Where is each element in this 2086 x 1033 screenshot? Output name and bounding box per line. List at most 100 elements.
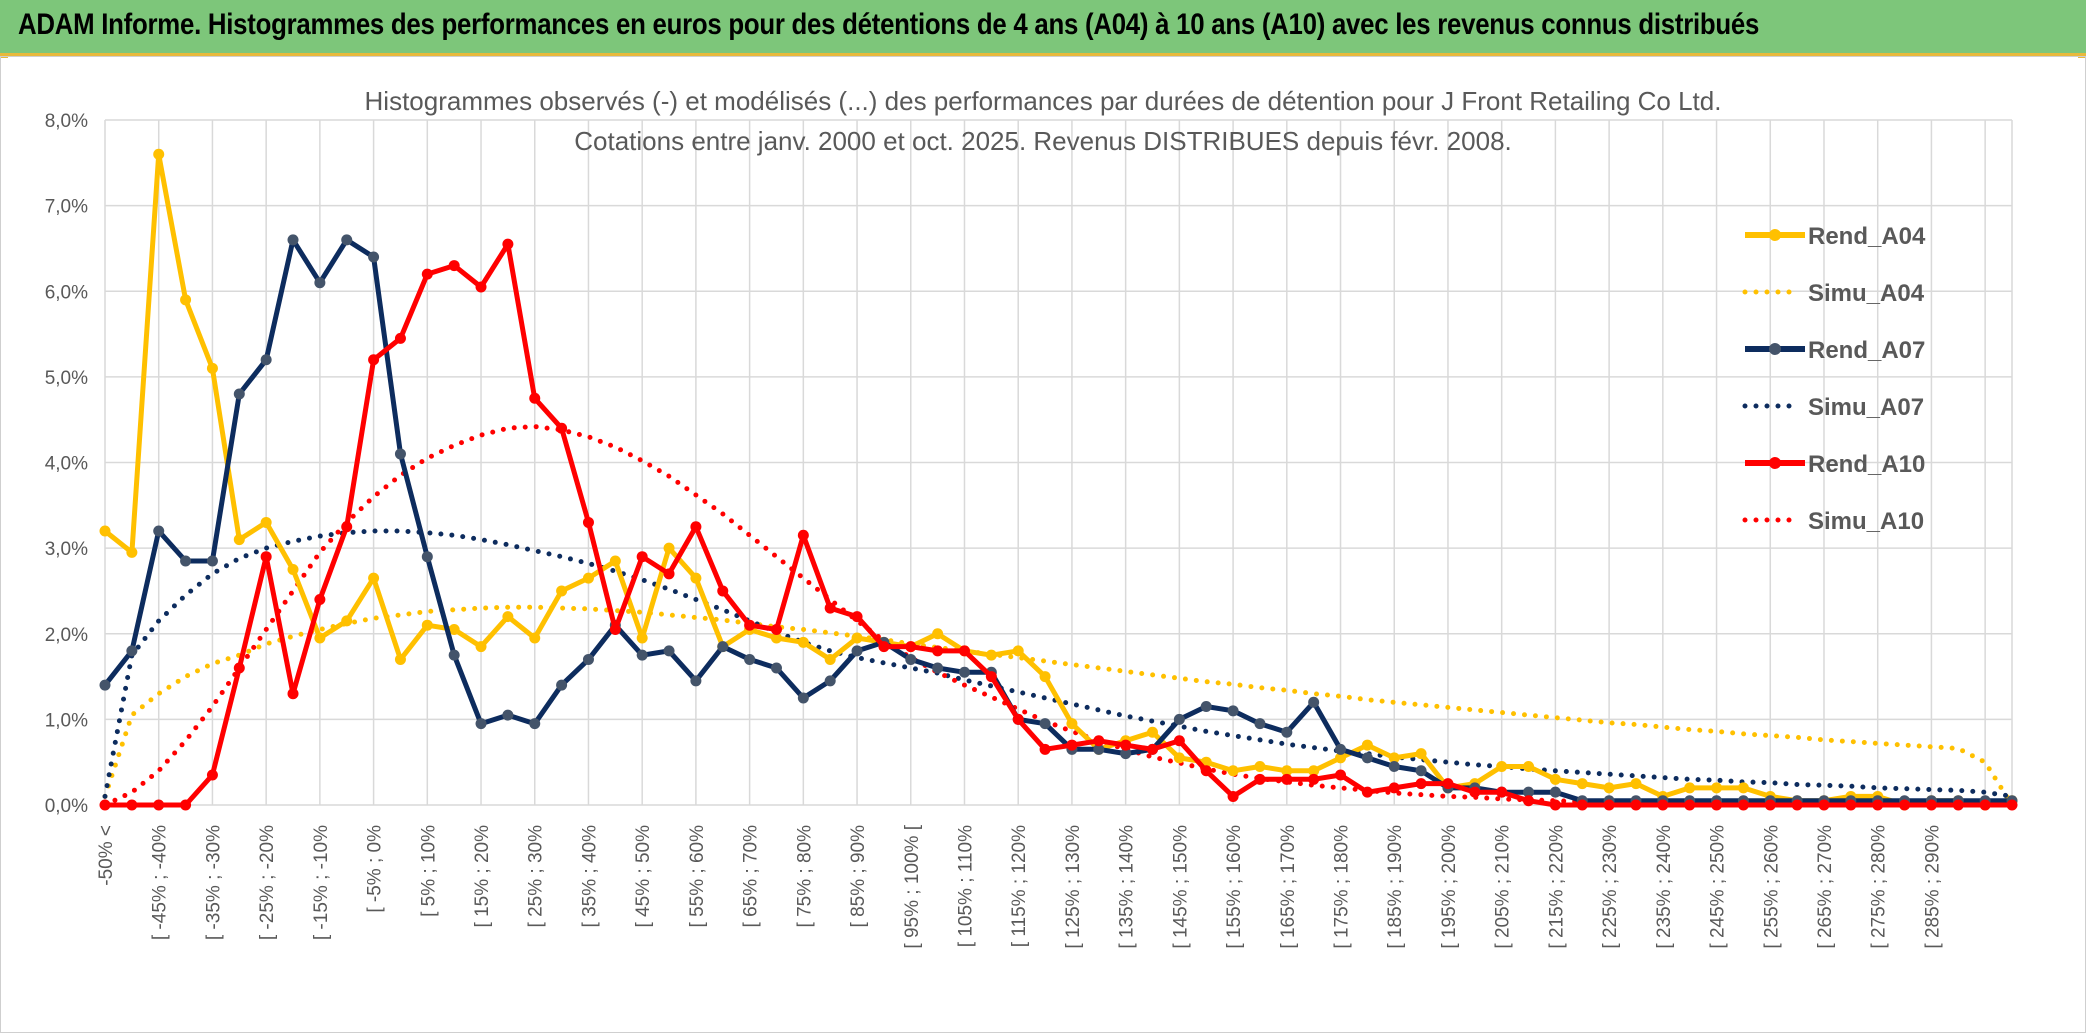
data-point-rend-a10 xyxy=(341,521,353,533)
data-point-rend-a04 xyxy=(609,555,621,567)
data-point-rend-a07 xyxy=(1120,748,1132,760)
report-title: ADAM Informe. Histogrammes des performan… xyxy=(18,8,1760,41)
data-point-rend-a10 xyxy=(260,551,272,563)
data-point-rend-a04 xyxy=(985,649,997,661)
data-point-rend-a10 xyxy=(985,671,997,683)
data-point-rend-a07 xyxy=(1173,713,1185,725)
data-point-rend-a10 xyxy=(556,422,568,434)
data-point-rend-a04 xyxy=(1496,760,1508,772)
data-point-rend-a10 xyxy=(368,354,380,366)
data-point-rend-a04 xyxy=(1737,782,1749,794)
data-point-rend-a04 xyxy=(1549,773,1561,785)
x-tick-label: [ 85% ; 90% xyxy=(848,825,869,928)
x-tick-label: [ 285% ; 290% xyxy=(1922,825,1943,949)
data-point-rend-a07 xyxy=(1335,743,1347,755)
data-point-rend-a10 xyxy=(1120,739,1132,751)
data-point-rend-a10 xyxy=(1764,799,1776,811)
data-point-rend-a10 xyxy=(1845,799,1857,811)
data-point-rend-a04 xyxy=(824,653,836,665)
x-tick-label: [ 155% ; 160% xyxy=(1224,825,1245,949)
data-point-rend-a10 xyxy=(2006,799,2018,811)
x-tick-label: [ 95% ; 100% [ xyxy=(902,824,923,948)
data-point-rend-a07 xyxy=(1523,786,1535,798)
data-point-rend-a04 xyxy=(1576,778,1588,790)
x-tick-label: [ 175% ; 180% xyxy=(1332,825,1353,949)
data-point-rend-a04 xyxy=(690,572,702,584)
data-point-rend-a10 xyxy=(1711,799,1723,811)
y-tick-label: 8,0% xyxy=(45,111,88,132)
y-tick-label: 4,0% xyxy=(45,454,88,475)
data-point-rend-a07 xyxy=(448,649,460,661)
data-point-rend-a07 xyxy=(717,641,729,653)
chart-subtitle: Cotations entre janv. 2000 et oct. 2025.… xyxy=(574,126,1512,156)
data-point-rend-a10 xyxy=(1523,795,1535,807)
data-point-rend-a10 xyxy=(1039,743,1051,755)
legend-label-rend-a07: Rend_A07 xyxy=(1808,337,1925,364)
data-point-rend-a10 xyxy=(1469,786,1481,798)
data-point-rend-a07 xyxy=(1227,705,1239,717)
x-tick-label: [ 115% ; 120% xyxy=(1009,825,1030,947)
x-tick-label: [ 255% ; 260% xyxy=(1761,825,1782,949)
x-tick-label: [ 15% ; 20% xyxy=(472,825,493,928)
data-point-rend-a07 xyxy=(341,234,353,246)
data-point-rend-a04 xyxy=(233,534,245,546)
data-point-rend-a07 xyxy=(1308,696,1320,708)
x-tick-label: [ 65% ; 70% xyxy=(741,825,762,928)
data-point-rend-a04 xyxy=(1523,760,1535,772)
x-tick-label: [ 195% ; 200% xyxy=(1439,825,1460,949)
data-point-rend-a10 xyxy=(1415,778,1427,790)
data-point-rend-a04 xyxy=(180,294,192,306)
chart-series xyxy=(99,148,2018,811)
data-point-rend-a04 xyxy=(529,632,541,644)
data-point-rend-a10 xyxy=(1630,799,1642,811)
data-point-rend-a07 xyxy=(744,653,756,665)
data-point-rend-a07 xyxy=(153,525,165,537)
data-point-rend-a10 xyxy=(1925,799,1937,811)
data-point-rend-a04 xyxy=(1361,739,1373,751)
data-point-rend-a10 xyxy=(1496,786,1508,798)
data-point-rend-a07 xyxy=(502,709,514,721)
data-point-rend-a04 xyxy=(663,542,675,554)
data-point-rend-a10 xyxy=(690,521,702,533)
x-tick-label: [ -35% ; -30% xyxy=(203,825,224,940)
data-point-rend-a10 xyxy=(1147,743,1159,755)
x-tick-label: [ 145% ; 150% xyxy=(1170,825,1191,949)
data-point-rend-a10 xyxy=(932,645,944,657)
x-tick-label: [ 205% ; 210% xyxy=(1493,825,1514,949)
x-tick-label: [ -5% ; 0% xyxy=(365,825,386,913)
y-axis-ticks: 0,0% 1,0% 2,0% 3,0% 4,0% 5,0% 6,0% 7,0% 8,0% xyxy=(45,111,88,817)
x-tick-label: [ 275% ; 280% xyxy=(1869,825,1890,949)
data-point-rend-a04 xyxy=(1227,765,1239,777)
data-point-rend-a07 xyxy=(529,718,541,730)
data-point-rend-a07 xyxy=(206,555,218,567)
y-tick-label: 0,0% xyxy=(45,796,88,817)
data-point-rend-a10 xyxy=(1818,799,1830,811)
x-tick-label: -50% < xyxy=(96,825,117,886)
data-point-rend-a10 xyxy=(1952,799,1964,811)
x-tick-label: [ 165% ; 170% xyxy=(1278,825,1299,949)
data-point-rend-a10 xyxy=(394,332,406,344)
x-tick-label: [ -15% ; -10% xyxy=(311,825,332,940)
data-point-rend-a10 xyxy=(502,238,514,250)
data-point-rend-a04 xyxy=(1684,782,1696,794)
data-point-rend-a10 xyxy=(851,611,863,623)
data-point-rend-a07 xyxy=(1254,718,1266,730)
data-point-rend-a07 xyxy=(770,662,782,674)
data-point-rend-a10 xyxy=(1603,799,1615,811)
data-point-rend-a07 xyxy=(1200,701,1212,713)
data-point-rend-a10 xyxy=(421,268,433,280)
data-point-rend-a07 xyxy=(797,692,809,704)
data-point-rend-a04 xyxy=(636,632,648,644)
data-point-rend-a10 xyxy=(1899,799,1911,811)
data-point-rend-a10 xyxy=(314,594,326,605)
data-point-rend-a04 xyxy=(448,623,460,635)
data-point-rend-a04 xyxy=(502,611,514,623)
legend-marker-rend-a07 xyxy=(1769,343,1781,355)
data-point-rend-a04 xyxy=(932,628,944,640)
chart-title: Histogrammes observés (-) et modélisés (… xyxy=(365,86,1722,116)
data-point-rend-a10 xyxy=(1361,786,1373,798)
data-point-rend-a10 xyxy=(1979,799,1991,811)
data-point-rend-a10 xyxy=(180,799,192,811)
data-point-rend-a10 xyxy=(770,623,782,635)
data-point-rend-a04 xyxy=(1147,726,1159,738)
